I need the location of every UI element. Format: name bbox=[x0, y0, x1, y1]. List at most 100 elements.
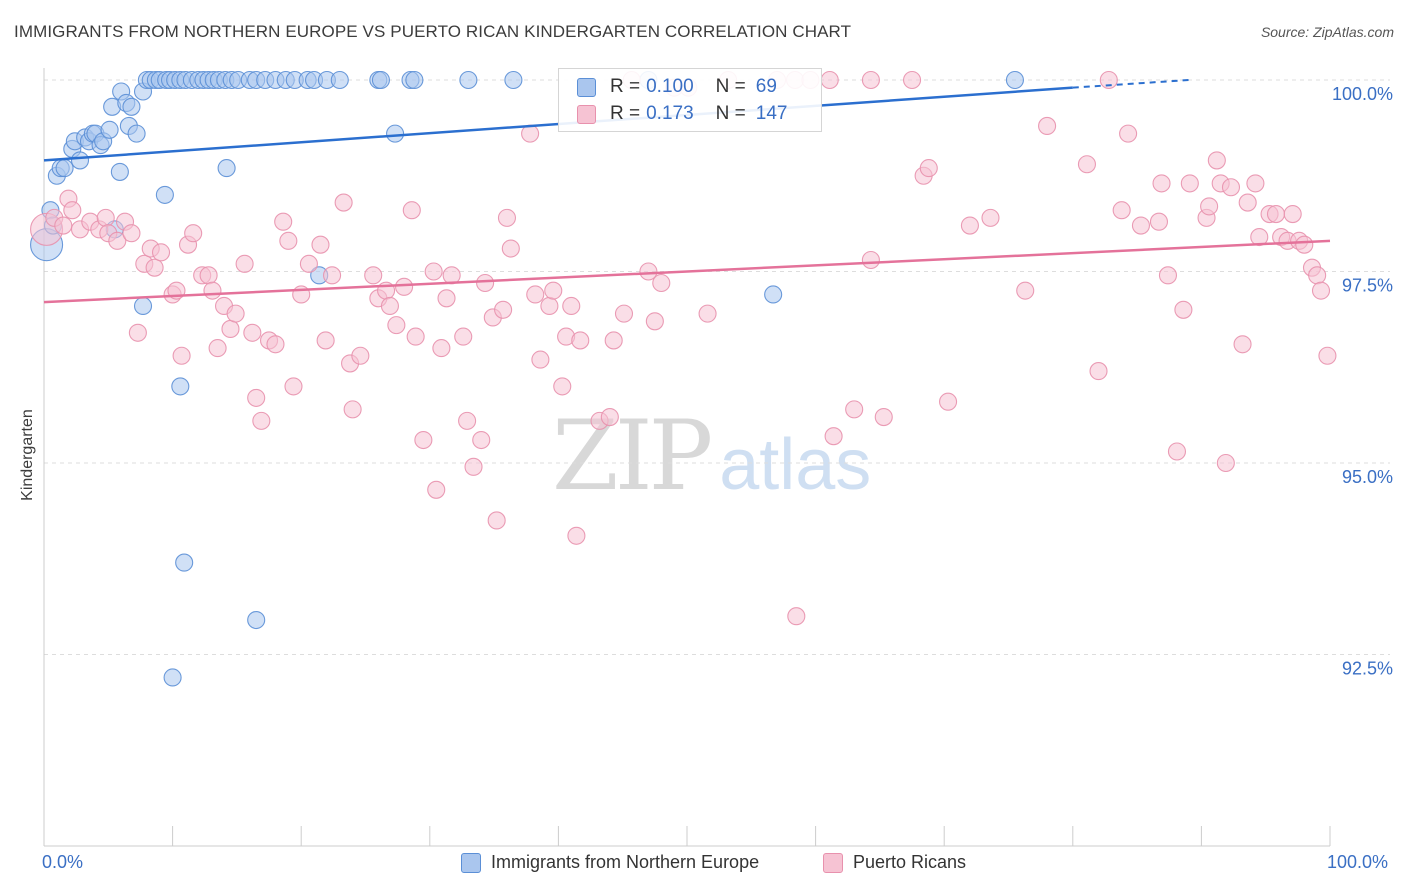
data-point-puerto-ricans bbox=[458, 411, 477, 430]
pink-swatch bbox=[823, 852, 843, 873]
data-point-puerto-ricans bbox=[427, 480, 446, 499]
y-tick-label: 97.5% bbox=[1342, 276, 1393, 296]
data-point-puerto-ricans bbox=[874, 407, 893, 427]
data-point-puerto-ricans bbox=[981, 208, 1000, 227]
data-point-puerto-ricans bbox=[128, 323, 147, 342]
data-point-puerto-ricans bbox=[472, 430, 491, 450]
data-point-puerto-ricans bbox=[243, 323, 262, 342]
r-label: R = bbox=[610, 76, 641, 97]
data-point-puerto-ricans bbox=[1246, 174, 1265, 193]
n-label: N = bbox=[715, 103, 746, 124]
data-point-northern-europe bbox=[110, 162, 129, 181]
data-point-puerto-ricans bbox=[266, 335, 285, 354]
data-point-puerto-ricans bbox=[501, 239, 520, 258]
data-point-puerto-ricans bbox=[1174, 300, 1193, 319]
data-point-puerto-ricans bbox=[424, 262, 443, 281]
legend-item-northern-europe[interactable]: Immigrants from Northern Europe bbox=[461, 852, 759, 873]
data-point-northern-europe bbox=[459, 70, 478, 90]
data-point-northern-europe bbox=[163, 668, 182, 687]
data-point-puerto-ricans bbox=[406, 327, 425, 346]
data-point-puerto-ricans bbox=[1266, 205, 1286, 224]
data-point-puerto-ricans bbox=[63, 201, 82, 220]
gridlines bbox=[44, 79, 1390, 655]
data-point-northern-europe bbox=[155, 185, 174, 204]
data-point-northern-europe bbox=[504, 70, 523, 90]
data-point-puerto-ricans bbox=[604, 331, 623, 350]
data-point-puerto-ricans bbox=[861, 70, 880, 90]
data-point-puerto-ricans bbox=[1152, 174, 1171, 193]
data-point-puerto-ricans bbox=[247, 388, 266, 407]
data-point-northern-europe bbox=[127, 124, 146, 143]
data-point-puerto-ricans bbox=[824, 427, 843, 446]
data-point-puerto-ricans bbox=[497, 208, 517, 227]
y-tick-labels: 100.0% 97.5% 95.0% 92.5% bbox=[1332, 84, 1393, 679]
data-point-puerto-ricans bbox=[221, 319, 240, 339]
data-point-puerto-ricans bbox=[567, 526, 586, 545]
y-tick-label: 95.0% bbox=[1342, 467, 1393, 487]
data-point-puerto-ricans bbox=[1295, 235, 1314, 254]
data-point-puerto-ricans bbox=[544, 281, 563, 300]
data-point-puerto-ricans bbox=[279, 231, 298, 250]
data-point-puerto-ricans bbox=[414, 430, 433, 450]
data-point-northern-europe bbox=[70, 151, 90, 170]
data-point-puerto-ricans bbox=[845, 400, 864, 419]
trend-line-northern-europe-extension bbox=[1072, 79, 1189, 89]
legend-row-northern-europe: R = 0.100 N = 69 bbox=[577, 75, 777, 99]
data-point-puerto-ricans bbox=[639, 262, 658, 281]
axes bbox=[43, 68, 1331, 847]
r-label: R = bbox=[610, 103, 641, 124]
data-point-northern-europe bbox=[764, 285, 783, 304]
data-point-northern-europe bbox=[133, 296, 153, 316]
watermark: ZIP atlas bbox=[552, 400, 871, 512]
data-point-puerto-ricans bbox=[108, 231, 127, 250]
data-point-puerto-ricans bbox=[387, 316, 406, 335]
data-point-puerto-ricans bbox=[1308, 266, 1327, 285]
blue-swatch bbox=[577, 77, 596, 97]
series-puerto-ricans bbox=[30, 70, 1337, 626]
data-point-puerto-ricans bbox=[184, 224, 203, 243]
data-point-puerto-ricans bbox=[1311, 281, 1331, 300]
data-point-puerto-ricans bbox=[284, 377, 303, 396]
data-point-puerto-ricans bbox=[1158, 266, 1178, 285]
data-point-puerto-ricans bbox=[208, 339, 227, 358]
data-point-puerto-ricans bbox=[1318, 346, 1337, 365]
data-point-puerto-ricans bbox=[1233, 335, 1252, 354]
correlation-legend: R = 0.100 N = 69 R = 0.173 N = 147 bbox=[558, 68, 822, 132]
data-point-puerto-ricans bbox=[172, 346, 191, 365]
legend-item-puerto-ricans[interactable]: Puerto Ricans bbox=[823, 852, 966, 873]
n-value: 147 bbox=[755, 103, 788, 124]
data-point-puerto-ricans bbox=[600, 407, 619, 427]
data-point-northern-europe bbox=[55, 159, 74, 178]
data-point-puerto-ricans bbox=[464, 457, 483, 476]
n-label: N = bbox=[715, 76, 746, 97]
data-point-puerto-ricans bbox=[1112, 201, 1131, 220]
data-point-puerto-ricans bbox=[1221, 178, 1241, 197]
data-point-puerto-ricans bbox=[252, 411, 271, 430]
data-point-puerto-ricans bbox=[960, 216, 979, 235]
data-point-puerto-ricans bbox=[571, 331, 590, 350]
source-label: Source: ZipAtlas.com bbox=[1260, 24, 1394, 40]
data-point-northern-europe bbox=[1005, 70, 1024, 90]
data-point-northern-europe bbox=[371, 70, 390, 90]
data-point-puerto-ricans bbox=[939, 392, 958, 411]
data-point-puerto-ricans bbox=[1216, 453, 1235, 473]
y-tick-label: 100.0% bbox=[1332, 84, 1393, 104]
watermark-zip: ZIP bbox=[552, 400, 713, 512]
data-point-puerto-ricans bbox=[203, 281, 222, 300]
data-point-puerto-ricans bbox=[96, 208, 115, 227]
data-point-puerto-ricans bbox=[311, 235, 330, 254]
data-point-northern-europe bbox=[330, 70, 349, 90]
x-tick-min: 0.0% bbox=[42, 852, 84, 872]
data-point-northern-europe bbox=[386, 124, 405, 143]
data-point-puerto-ricans bbox=[1099, 70, 1118, 90]
data-point-puerto-ricans bbox=[1131, 216, 1151, 235]
data-point-puerto-ricans bbox=[299, 254, 318, 273]
blue-swatch bbox=[461, 852, 481, 873]
data-point-puerto-ricans bbox=[316, 331, 335, 350]
data-point-puerto-ricans bbox=[151, 243, 171, 262]
data-point-puerto-ricans bbox=[526, 285, 545, 304]
legend-label-puerto-ricans: Puerto Ricans bbox=[853, 852, 967, 872]
data-point-puerto-ricans bbox=[199, 266, 218, 285]
data-point-puerto-ricans bbox=[645, 312, 664, 331]
